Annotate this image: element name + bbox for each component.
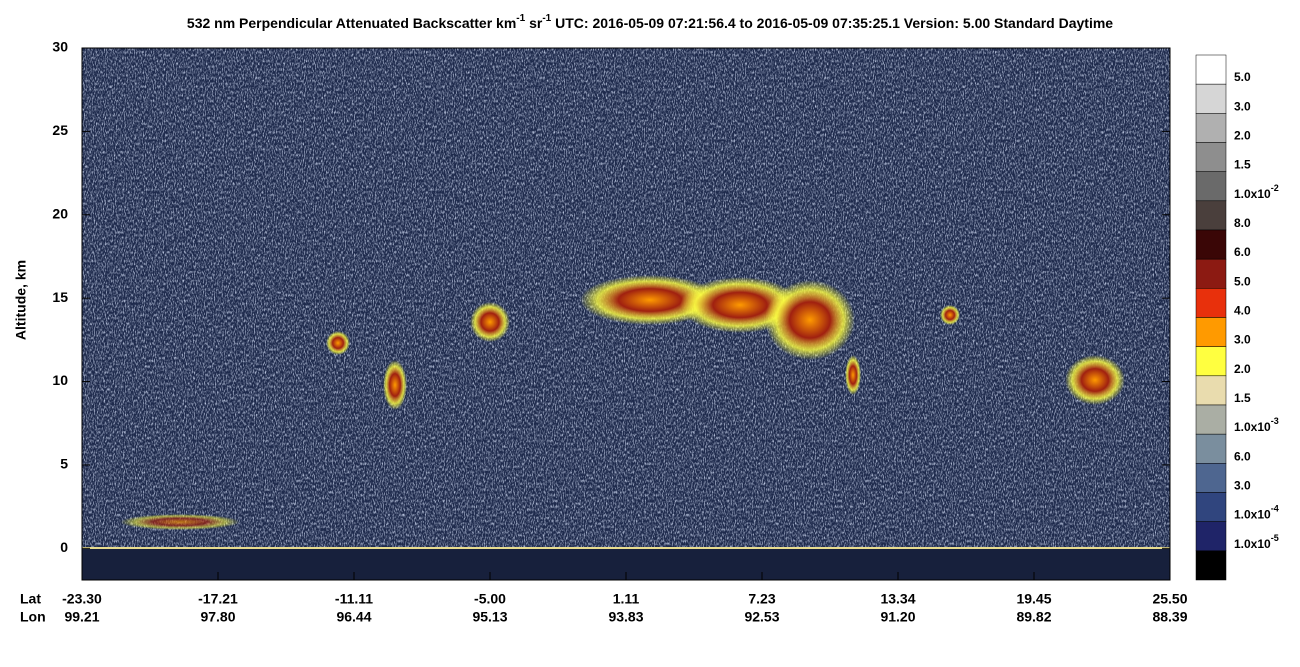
y-axis-label: Altitude, km [13,260,29,340]
colorbar-label: 1.0x10-3 [1234,417,1279,435]
colorbar-band [1195,550,1227,581]
title-part: sr [525,15,543,31]
colorbar-label-text: 1.5 [1234,158,1251,172]
colorbar-label: 1.0x10-5 [1234,533,1279,551]
colorbar-band [1195,404,1227,435]
colorbar-label: 2.0 [1234,362,1251,376]
title-part: 532 nm Perpendicular Attenuated Backscat… [187,15,516,31]
x-tick-label: 95.13 [472,609,507,625]
title-superscript: -1 [516,13,525,24]
colorbar-band [1195,346,1227,377]
x-tick-label: -17.21 [198,591,238,607]
colorbar-band [1195,463,1227,493]
colorbar-label: 5.0 [1234,70,1251,84]
colorbar: 5.03.02.01.51.0x10-28.06.05.04.03.02.01.… [1195,54,1279,581]
y-tick-label: 10 [52,372,68,388]
title-part: UTC: 2016-05-09 07:21:56.4 to 2016-05-09… [551,15,1113,31]
colorbar-band [1195,171,1227,202]
colorbar-label-exponent: -3 [1271,417,1279,427]
colorbar-band [1195,317,1227,347]
y-tick-label: 0 [60,539,68,555]
colorbar-label-text: 2.0 [1234,362,1251,376]
y-tick-label: 30 [52,39,68,55]
colorbar-label-text: 2.0 [1234,129,1251,143]
x-tick-label: 89.82 [1016,609,1051,625]
colorbar-label: 5.0 [1234,275,1251,289]
x-tick-label: 91.20 [880,609,915,625]
colorbar-label-text: 3.0 [1234,333,1251,347]
colorbar-label-text: 6.0 [1234,245,1251,259]
colorbar-label-text: 3.0 [1234,479,1251,493]
colorbar-label: 4.0 [1234,304,1251,318]
x-row-label: Lat [20,591,41,607]
x-tick-label: 13.34 [880,591,915,607]
chart-title: 532 nm Perpendicular Attenuated Backscat… [187,13,1113,31]
colorbar-band [1195,521,1227,552]
x-tick-label: 96.44 [336,609,371,625]
colorbar-label-text: 1.0x10 [1234,187,1271,201]
y-tick-label: 5 [60,456,68,472]
colorbar-band [1195,433,1227,464]
colorbar-label-exponent: -5 [1271,533,1279,543]
colorbar-label: 3.0 [1234,100,1251,114]
colorbar-label-text: 6.0 [1234,450,1251,464]
x-tick-label: 25.50 [1152,591,1187,607]
colorbar-band [1195,492,1227,522]
x-tick-label: 88.39 [1152,609,1187,625]
y-tick-label: 25 [52,122,68,138]
colorbar-label: 8.0 [1234,216,1251,230]
colorbar-label: 1.0x10-2 [1234,183,1279,201]
colorbar-band [1195,83,1227,114]
colorbar-label: 6.0 [1234,245,1251,259]
colorbar-label-text: 4.0 [1234,304,1251,318]
x-tick-label: -23.30 [62,591,102,607]
backscatter-image [82,48,1170,580]
colorbar-label-text: 3.0 [1234,100,1251,114]
title-superscript: -1 [542,13,551,24]
colorbar-label-exponent: -4 [1271,504,1279,514]
colorbar-label: 3.0 [1234,479,1251,493]
x-tick-label: 99.21 [64,609,99,625]
colorbar-band [1195,288,1227,318]
x-tick-label: -11.11 [335,591,373,607]
x-row-label: Lon [20,609,46,625]
colorbar-label: 2.0 [1234,129,1251,143]
colorbar-band [1195,258,1227,289]
colorbar-label-exponent: -2 [1271,183,1279,193]
colorbar-label: 1.5 [1234,158,1251,172]
x-tick-label: 93.83 [608,609,643,625]
colorbar-band [1195,229,1227,260]
y-tick-label: 15 [52,289,68,305]
colorbar-band [1195,375,1227,406]
colorbar-label: 6.0 [1234,450,1251,464]
colorbar-band [1195,54,1227,85]
colorbar-label-text: 1.0x10 [1234,420,1271,434]
colorbar-label: 1.0x10-4 [1234,504,1279,522]
colorbar-label: 3.0 [1234,333,1251,347]
y-tick-label: 20 [52,205,68,221]
colorbar-label-text: 5.0 [1234,275,1251,289]
x-tick-label: -5.00 [474,591,506,607]
colorbar-band [1195,113,1227,143]
colorbar-label: 1.5 [1234,391,1251,405]
colorbar-label-text: 5.0 [1234,70,1251,84]
colorbar-label-text: 1.0x10 [1234,537,1271,551]
x-tick-label: 1.11 [613,591,640,607]
x-tick-label: 19.45 [1016,591,1051,607]
x-tick-label: 7.23 [748,591,775,607]
colorbar-label-text: 1.5 [1234,391,1251,405]
colorbar-label-text: 1.0x10 [1234,508,1271,522]
x-tick-label: 92.53 [744,609,779,625]
colorbar-band [1195,142,1227,172]
colorbar-label-text: 8.0 [1234,216,1251,230]
colorbar-band [1195,200,1227,231]
x-tick-label: 97.80 [200,609,235,625]
